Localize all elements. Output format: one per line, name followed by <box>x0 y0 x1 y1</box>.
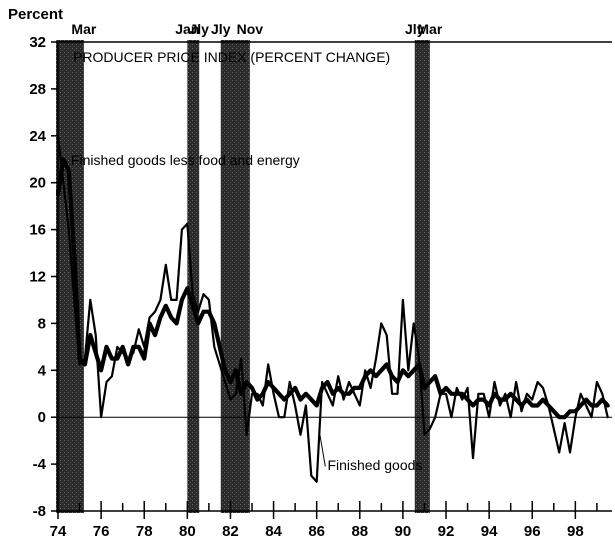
y-tick-label: 20 <box>29 175 46 192</box>
y-tick-label: 8 <box>38 315 46 332</box>
y-tick-label: 32 <box>29 34 46 51</box>
recession-band-2 <box>220 40 250 513</box>
y-axis-unit-label: Percent <box>8 6 63 23</box>
x-tick-label: 86 <box>308 523 325 540</box>
series-line-finished-goods-less-food-energy <box>55 157 610 420</box>
chart-labels: Percent PRODUCER PRICE INDEX (PERCENT CH… <box>8 6 443 473</box>
x-tick-label: 80 <box>179 523 196 540</box>
y-tick-label: 24 <box>29 128 46 145</box>
annotation-0: Finished goods less food and energy <box>71 152 300 168</box>
x-tick-label: 96 <box>524 523 541 540</box>
period-label-1: Jan <box>175 21 199 37</box>
series-lines <box>55 134 610 483</box>
annotation-leader <box>319 434 326 467</box>
y-tick-label: 12 <box>29 269 46 286</box>
recession-band-3 <box>414 40 430 513</box>
x-tick-label: 88 <box>351 523 368 540</box>
x-tick-label: 82 <box>222 523 239 540</box>
x-tick-label: 76 <box>93 523 110 540</box>
x-tick-label: 90 <box>395 523 412 540</box>
y-tick-label: 4 <box>38 362 47 379</box>
period-label-4: Nov <box>237 21 264 37</box>
y-tick-label: -8 <box>33 503 46 520</box>
y-tick-label: 28 <box>29 81 46 98</box>
period-label-0: Mar <box>71 21 96 37</box>
recession-band-0 <box>56 40 84 513</box>
period-label-5: Jly <box>405 21 425 37</box>
y-tick-label: 16 <box>29 222 46 239</box>
chart-title: PRODUCER PRICE INDEX (PERCENT CHANGE) <box>73 49 390 65</box>
x-tick-label: 98 <box>567 523 584 540</box>
x-tick-label: 94 <box>481 523 498 540</box>
recession-band-1 <box>187 40 200 513</box>
x-tick-label: 84 <box>265 523 282 540</box>
x-tick-label: 74 <box>50 523 67 540</box>
period-label-2: Jly <box>189 21 209 37</box>
recession-shading <box>56 40 430 513</box>
annotation-1: Finished goods <box>327 457 422 473</box>
y-tick-label: -4 <box>33 456 47 473</box>
x-tick-label: 78 <box>136 523 153 540</box>
series-line-finished-goods <box>56 134 609 483</box>
period-label-3: Jly <box>211 21 231 37</box>
x-tick-label: 92 <box>438 523 455 540</box>
period-label-6: Mar <box>417 21 442 37</box>
y-tick-label: 0 <box>38 409 46 426</box>
